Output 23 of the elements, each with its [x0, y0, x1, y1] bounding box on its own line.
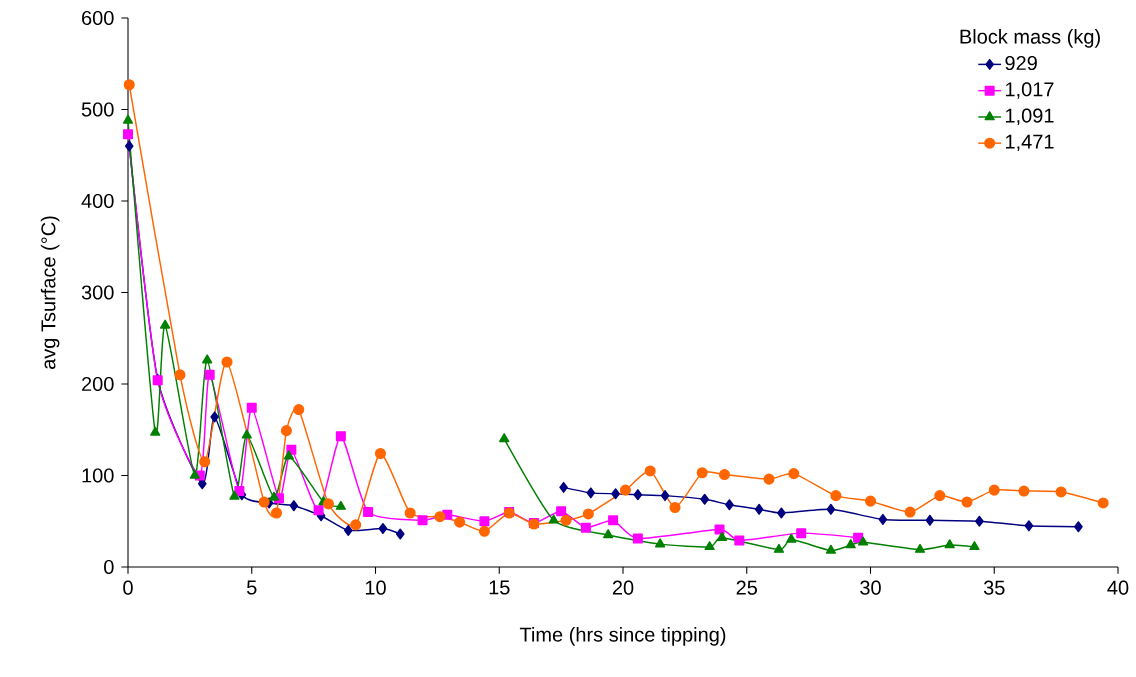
y-tick-label: 500	[81, 102, 114, 117]
legend-label: 1,471	[1005, 134, 1054, 152]
x-tick-label: 40	[1107, 580, 1129, 595]
y-tick-label: 400	[81, 193, 114, 209]
legend-label: 1,091	[1005, 108, 1054, 126]
y-tick-label: 300	[81, 285, 114, 300]
legend-label: 929	[1005, 55, 1037, 71]
x-axis-title: Time (hrs since tipping)	[519, 627, 726, 646]
y-tick-label: 600	[82, 10, 114, 26]
x-tick-label: 25	[736, 580, 758, 595]
x-tick-label: 5	[246, 580, 257, 595]
y-tick-label: 0	[104, 559, 114, 575]
x-tick-label: 35	[983, 580, 1005, 595]
x-tick-label: 10	[365, 580, 386, 595]
legend-label: 1,017	[1005, 82, 1054, 99]
x-tick-label: 30	[860, 580, 881, 595]
y-axis-title: avg Tsurface (°C)	[40, 216, 60, 369]
legend-title: Block mass (kg)	[960, 29, 1100, 48]
x-tick-label: 15	[489, 580, 510, 595]
x-tick-label: 20	[612, 580, 634, 595]
y-tick-label: 100	[82, 468, 114, 483]
x-tick-label: 0	[123, 580, 133, 595]
y-tick-label: 200	[82, 376, 114, 392]
